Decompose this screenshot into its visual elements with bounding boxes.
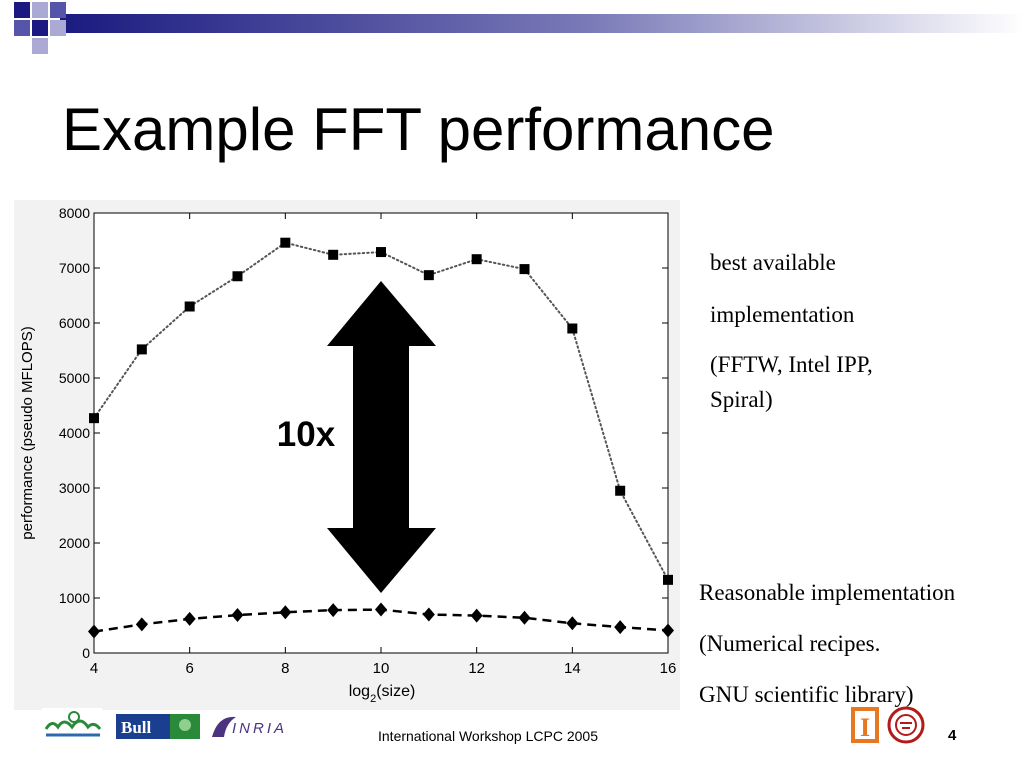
note-best-line-3: (FFTW, Intel IPP, xyxy=(710,352,873,377)
x-tick-label: 4 xyxy=(90,660,98,677)
annotation-10x: 10x xyxy=(277,415,336,454)
note-best-line-4: Spiral) xyxy=(710,387,773,412)
double-arrow xyxy=(327,281,436,593)
x-tick-label: 8 xyxy=(281,660,289,677)
series-2-point xyxy=(470,608,483,623)
x-axis-ticks: 4 6 8 10 12 14 16 xyxy=(90,213,677,677)
series-1-point xyxy=(376,247,386,258)
x-tick-label: 6 xyxy=(185,660,193,677)
footer-logos-right: I xyxy=(851,706,925,744)
note-reasonable: Reasonable implementation (Numerical rec… xyxy=(699,580,955,708)
series-1-point xyxy=(280,237,291,248)
y-tick-label: 5000 xyxy=(59,370,90,386)
y-tick-label: 7000 xyxy=(59,260,90,276)
series-2-point xyxy=(614,620,627,635)
x-tick-label: 10 xyxy=(373,660,390,677)
series-2-point xyxy=(183,611,196,626)
series-1-point xyxy=(615,485,626,496)
series-2-point xyxy=(327,603,340,618)
page-number: 4 xyxy=(948,727,957,744)
series-1-point xyxy=(567,323,578,334)
bull-logo: Bull xyxy=(116,714,200,739)
series-2-point xyxy=(279,605,292,620)
series-2-point xyxy=(375,602,387,617)
series-1-point xyxy=(519,264,530,275)
note-reasonable-line-1: Reasonable implementation xyxy=(699,580,956,605)
x-axis-label: log2(size) xyxy=(349,683,416,705)
series-2-point xyxy=(422,607,435,622)
cornell-seal xyxy=(887,706,925,744)
footer-text: International Workshop LCPC 2005 xyxy=(378,728,598,744)
series-1-point xyxy=(89,413,99,424)
y-tick-label: 0 xyxy=(82,645,90,661)
svg-text:Bull: Bull xyxy=(121,718,152,737)
note-best-line-2: implementation xyxy=(710,302,855,327)
inria-logo: INRIA xyxy=(212,716,287,737)
series-2-point xyxy=(662,623,674,638)
y-axis-ticks: 0 1000 2000 3000 4000 5000 6000 7000 8000 xyxy=(59,205,668,661)
y-tick-label: 8000 xyxy=(59,205,90,221)
note-reasonable-line-3: GNU scientific library) xyxy=(699,682,914,707)
illinois-logo: I xyxy=(851,707,879,743)
header-decoration xyxy=(14,2,1024,54)
y-tick-label: 6000 xyxy=(59,315,90,331)
series-1-point xyxy=(136,344,147,355)
note-best: best available implementation (FFTW, Int… xyxy=(710,250,873,413)
slide-title: Example FFT performance xyxy=(62,96,775,163)
series-1-point xyxy=(232,271,243,282)
series-2-point xyxy=(135,617,148,632)
footer-logos-left: Bull INRIA xyxy=(42,708,287,742)
series-1-point xyxy=(423,270,434,281)
series-1-point xyxy=(471,254,482,265)
series-1-point xyxy=(328,249,339,260)
lcpc-logo xyxy=(42,708,102,742)
svg-text:INRIA: INRIA xyxy=(232,720,287,737)
y-tick-label: 2000 xyxy=(59,535,90,551)
fft-performance-chart: 0 1000 2000 3000 4000 5000 6000 7000 8000 4 6 8 10 1… xyxy=(14,200,680,710)
series-2-point xyxy=(518,610,531,625)
x-tick-label: 14 xyxy=(564,660,581,677)
y-tick-label: 4000 xyxy=(59,425,90,441)
x-tick-label: 12 xyxy=(468,660,485,677)
series-1-point xyxy=(184,301,195,312)
x-tick-label: 16 xyxy=(660,660,677,677)
y-axis-label: performance (pseudo MFLOPS) xyxy=(19,326,36,539)
series-2-point xyxy=(566,616,579,631)
series-2-point xyxy=(88,624,100,639)
note-reasonable-line-2: (Numerical recipes. xyxy=(699,631,881,656)
y-tick-label: 3000 xyxy=(59,480,90,496)
y-tick-label: 1000 xyxy=(59,590,90,606)
series-layer xyxy=(88,237,674,639)
series-1-point xyxy=(663,574,673,585)
series-2-point xyxy=(231,608,244,623)
note-best-line-1: best available xyxy=(710,250,836,275)
svg-text:I: I xyxy=(860,713,870,742)
